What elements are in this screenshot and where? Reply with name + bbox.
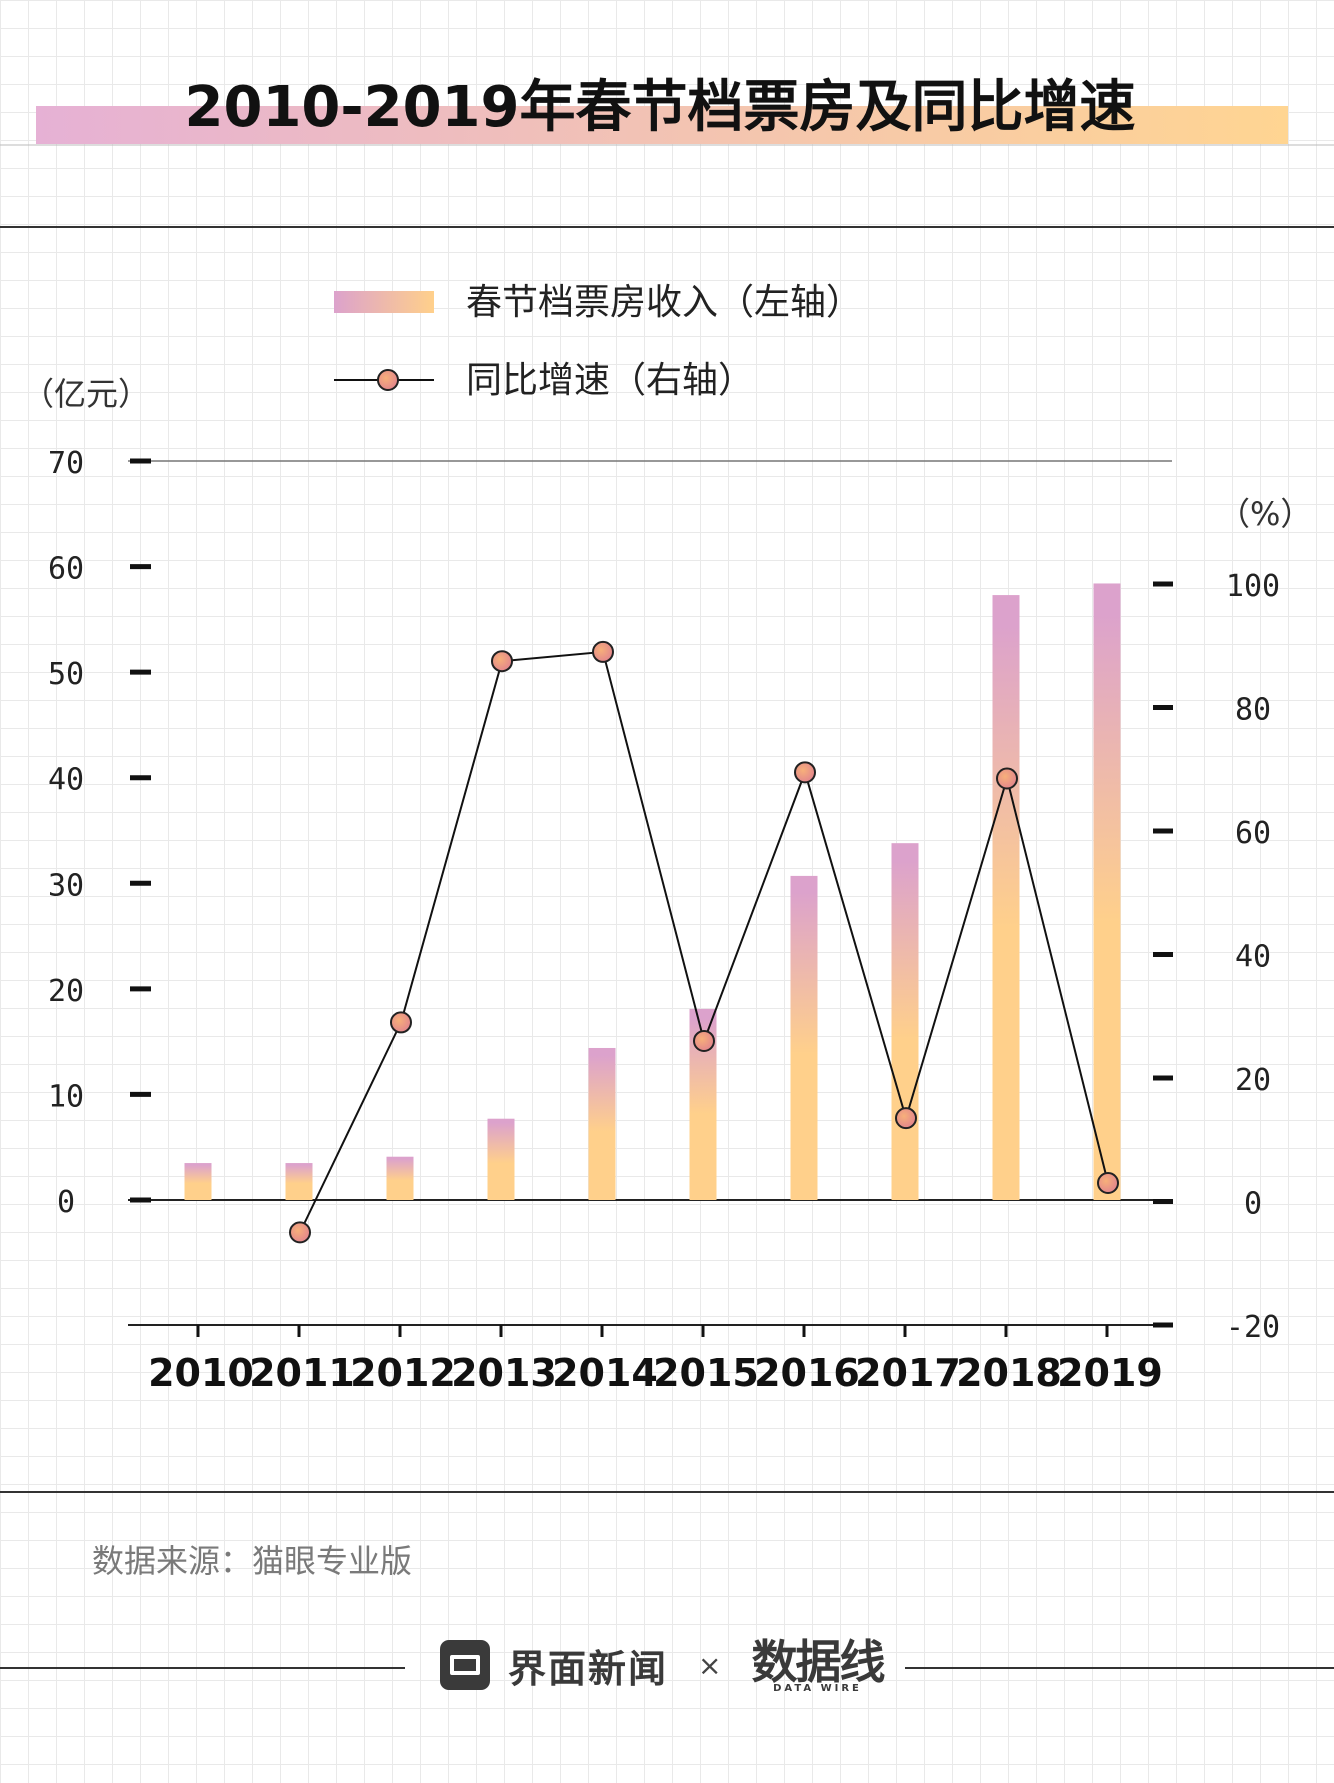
x-tick-label: 2017 (855, 1351, 961, 1395)
title-band (36, 106, 1288, 144)
left-tick-label: 30 (48, 868, 84, 903)
bar-2017 (891, 843, 919, 1200)
x-tick-label: 2014 (552, 1351, 658, 1395)
left-tick-label: 60 (48, 552, 84, 587)
x-tick-label: 2011 (249, 1351, 355, 1395)
growth-point-2011 (289, 1221, 311, 1244)
right-axis-unit: （%） (1218, 495, 1312, 533)
left-axis-unit: （亿元） (22, 375, 150, 413)
left-tick-label: 70 (48, 446, 84, 481)
x-tick-label: 2013 (451, 1351, 557, 1395)
right-tick-label: 20 (1235, 1063, 1271, 1098)
growth-point-2018 (996, 767, 1018, 790)
left-tick-label: 40 (48, 763, 84, 798)
x-tick-label: 2015 (653, 1351, 759, 1395)
bar-2014 (588, 1047, 616, 1200)
left-tick-label: 10 (48, 1079, 84, 1114)
brand-name: 界面新闻 (508, 1646, 669, 1691)
brand-separator: × (698, 1648, 722, 1682)
right-tick-label: 60 (1235, 816, 1271, 851)
left-tick-label: 50 (48, 657, 84, 692)
left-tick-label: 20 (48, 974, 84, 1009)
growth-point-2012 (390, 1011, 412, 1034)
legend-bar-label: 春节档票房收入（左轴） (466, 282, 862, 323)
data-wire-logo-text: 数据线 (751, 1634, 885, 1689)
x-tick-label: 2016 (754, 1351, 860, 1395)
chart-title: 2010-2019年春节档票房及同比增速 (185, 75, 1136, 140)
bar-2012 (386, 1156, 414, 1200)
growth-point-2016 (794, 761, 816, 784)
right-tick-label: 80 (1235, 693, 1271, 728)
data-wire-logo-sub: DATA WIRE (773, 1682, 862, 1694)
growth-point-2013 (491, 650, 513, 673)
legend-line-marker (377, 369, 399, 391)
source-note: 数据来源：猫眼专业版 (92, 1542, 412, 1580)
growth-point-2019 (1097, 1171, 1119, 1194)
right-tick-label: 100 (1226, 569, 1280, 604)
brand-footer: 界面新闻 × 数据线 DATA WIRE (440, 1637, 885, 1694)
right-tick-label: -20 (1226, 1310, 1280, 1345)
data-wire-logo: 数据线 DATA WIRE (751, 1634, 885, 1694)
x-tick-label: 2018 (956, 1351, 1062, 1395)
bar-2018 (992, 595, 1020, 1200)
x-tick-label: 2019 (1057, 1351, 1163, 1395)
legend-line-label: 同比增速（右轴） (466, 360, 754, 401)
jiemian-logo-icon (440, 1640, 490, 1690)
legend-bar-swatch (334, 291, 434, 313)
x-tick-label: 2010 (148, 1351, 254, 1395)
x-tick-label: 2012 (350, 1351, 456, 1395)
bar-2010 (184, 1163, 212, 1200)
growth-point-2015 (693, 1029, 715, 1052)
bar-2016 (790, 875, 818, 1200)
bar-2019 (1093, 583, 1121, 1200)
growth-point-2014 (592, 640, 614, 663)
right-tick-label: 40 (1235, 940, 1271, 975)
bar-2013 (487, 1118, 515, 1200)
right-tick-label: 0 (1244, 1187, 1262, 1222)
growth-point-2017 (895, 1107, 917, 1130)
bar-2011 (285, 1163, 313, 1200)
left-tick-label: 0 (57, 1185, 75, 1220)
